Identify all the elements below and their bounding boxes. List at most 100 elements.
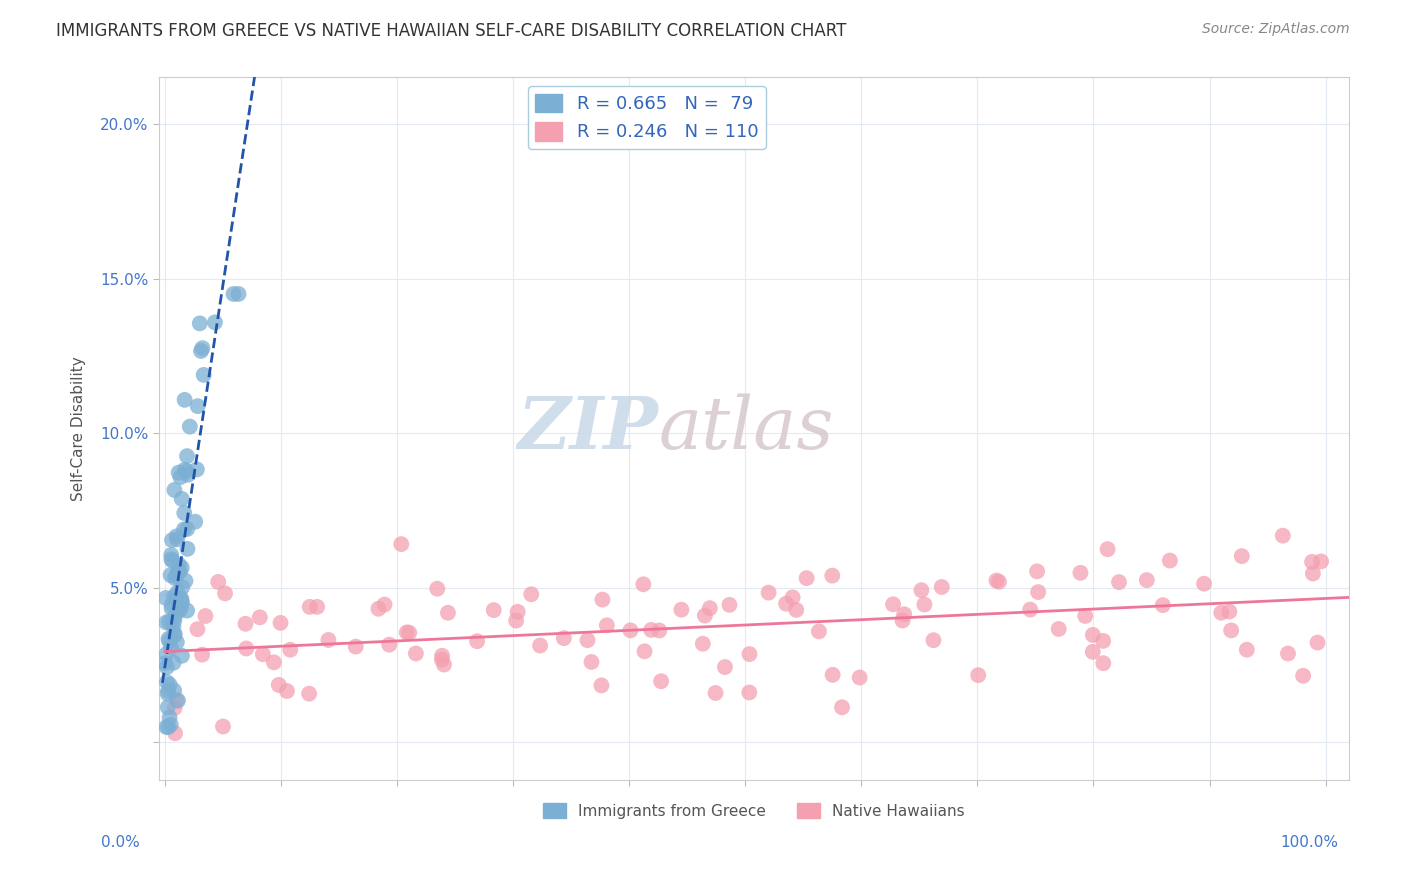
Point (184, 515, 207, 529)
Point (910, 583, 932, 598)
Point (156, 660, 179, 674)
Point (166, 635, 188, 649)
Point (176, 604, 198, 618)
Point (187, 399, 209, 413)
Point (1026, 565, 1049, 579)
Point (170, 491, 193, 506)
Point (204, 315, 226, 329)
Point (1152, 598, 1174, 612)
Point (160, 552, 183, 566)
Point (1230, 549, 1253, 563)
Point (163, 613, 186, 627)
Point (704, 686, 727, 700)
Point (378, 638, 401, 652)
Point (156, 675, 179, 690)
Point (162, 619, 184, 633)
Point (987, 574, 1010, 589)
Point (173, 463, 195, 477)
Point (529, 639, 551, 653)
Point (163, 571, 186, 585)
Point (298, 599, 321, 614)
Point (1211, 606, 1233, 620)
Point (159, 568, 181, 582)
Point (807, 624, 830, 639)
Text: IMMIGRANTS FROM GREECE VS NATIVE HAWAIIAN SELF-CARE DISABILITY CORRELATION CHART: IMMIGRANTS FROM GREECE VS NATIVE HAWAIIA… (56, 22, 846, 40)
Point (170, 600, 193, 615)
Point (222, 287, 245, 301)
Point (157, 632, 180, 646)
Point (179, 419, 201, 434)
Point (249, 610, 271, 624)
Point (1097, 542, 1119, 557)
Point (278, 642, 301, 657)
Point (176, 522, 198, 536)
Point (344, 640, 367, 654)
Point (169, 565, 191, 579)
Point (176, 541, 198, 556)
Point (159, 710, 181, 724)
Point (167, 693, 190, 707)
Point (162, 554, 184, 568)
Point (169, 604, 191, 618)
Point (1271, 529, 1294, 543)
Point (163, 629, 186, 643)
Point (505, 614, 527, 628)
Point (174, 574, 197, 588)
Point (430, 648, 453, 663)
Point (170, 560, 193, 574)
Point (398, 625, 420, 640)
Point (167, 565, 190, 579)
Point (426, 582, 449, 596)
Point (228, 287, 250, 301)
Point (1081, 628, 1104, 642)
Point (821, 568, 844, 582)
Point (167, 466, 190, 480)
Point (193, 368, 215, 382)
Point (581, 655, 603, 669)
Point (1108, 575, 1130, 590)
Point (263, 656, 285, 670)
Point (167, 558, 190, 572)
Point (482, 603, 505, 617)
Point (176, 464, 198, 478)
Point (160, 548, 183, 562)
Point (170, 593, 193, 607)
Point (738, 647, 761, 661)
Point (155, 591, 177, 605)
Point (796, 571, 818, 585)
Point (1092, 633, 1115, 648)
Point (207, 574, 229, 589)
Point (190, 344, 212, 359)
Point (1069, 566, 1091, 580)
Point (782, 591, 804, 605)
Point (167, 564, 190, 578)
Point (235, 641, 257, 656)
Point (157, 615, 180, 629)
Point (1136, 573, 1159, 587)
Point (191, 648, 214, 662)
Point (405, 647, 427, 661)
Point (1292, 669, 1315, 683)
Point (931, 580, 953, 594)
Point (785, 603, 807, 617)
Point (155, 615, 177, 630)
Point (738, 685, 761, 699)
Point (1236, 642, 1258, 657)
Point (1218, 605, 1240, 619)
Point (1081, 645, 1104, 659)
Point (506, 605, 529, 619)
Point (169, 470, 191, 484)
Point (163, 683, 186, 698)
Point (1306, 635, 1329, 649)
Point (163, 626, 186, 640)
Point (1192, 576, 1215, 591)
Point (276, 684, 298, 698)
Point (186, 462, 208, 476)
Point (699, 601, 721, 615)
Point (163, 610, 186, 624)
Point (307, 599, 329, 614)
Point (160, 533, 183, 548)
Point (160, 598, 183, 612)
Point (318, 632, 340, 647)
Point (165, 569, 187, 583)
